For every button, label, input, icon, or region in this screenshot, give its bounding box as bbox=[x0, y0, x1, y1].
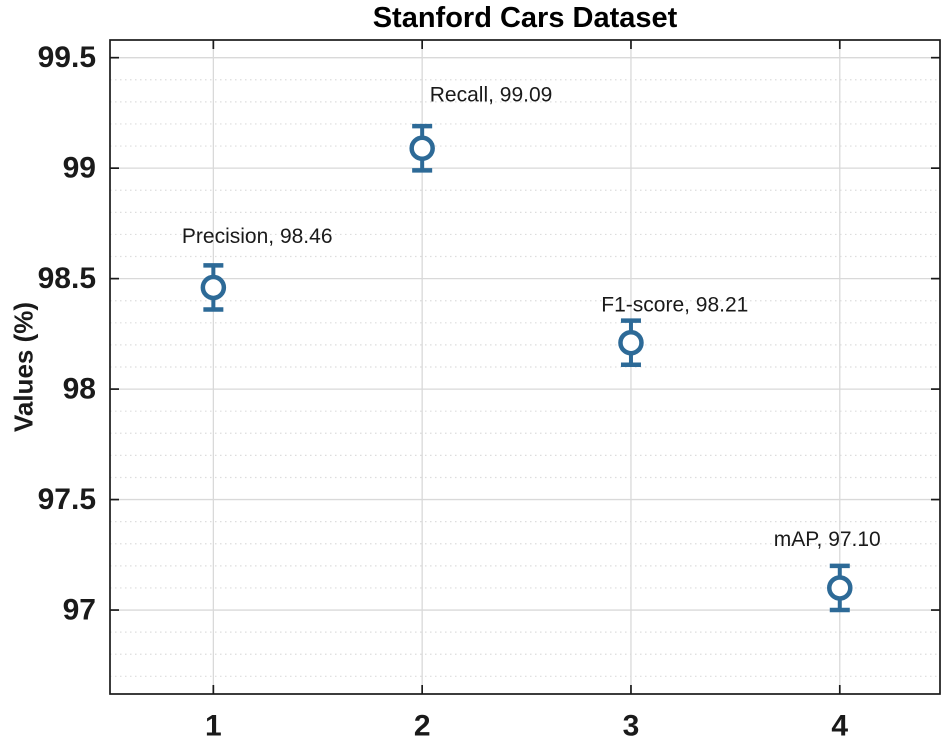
x-tick-label: 1 bbox=[205, 710, 222, 743]
point-label: F1-score, 98.21 bbox=[601, 294, 748, 317]
data-marker bbox=[618, 329, 644, 356]
chart-title: Stanford Cars Dataset bbox=[372, 2, 678, 34]
plot-border bbox=[109, 39, 941, 695]
y-tick-label: 97.5 bbox=[38, 483, 96, 516]
x-tick-label: 4 bbox=[831, 710, 848, 743]
point-label: mAP, 97.10 bbox=[774, 528, 881, 551]
y-tick-label: 98.5 bbox=[38, 262, 96, 295]
y-tick-label: 99.5 bbox=[38, 41, 96, 74]
y-tick-label: 99 bbox=[63, 152, 96, 185]
x-tick-label: 2 bbox=[414, 710, 431, 743]
point-label: Precision, 98.46 bbox=[182, 225, 333, 248]
data-marker bbox=[409, 135, 435, 162]
data-marker bbox=[827, 575, 853, 601]
x-tick-label: 3 bbox=[623, 710, 640, 743]
y-tick-label: 97 bbox=[63, 594, 96, 627]
point-label: Recall, 99.09 bbox=[430, 84, 553, 107]
y-tick-label: 98 bbox=[63, 373, 96, 406]
data-marker bbox=[200, 274, 227, 301]
